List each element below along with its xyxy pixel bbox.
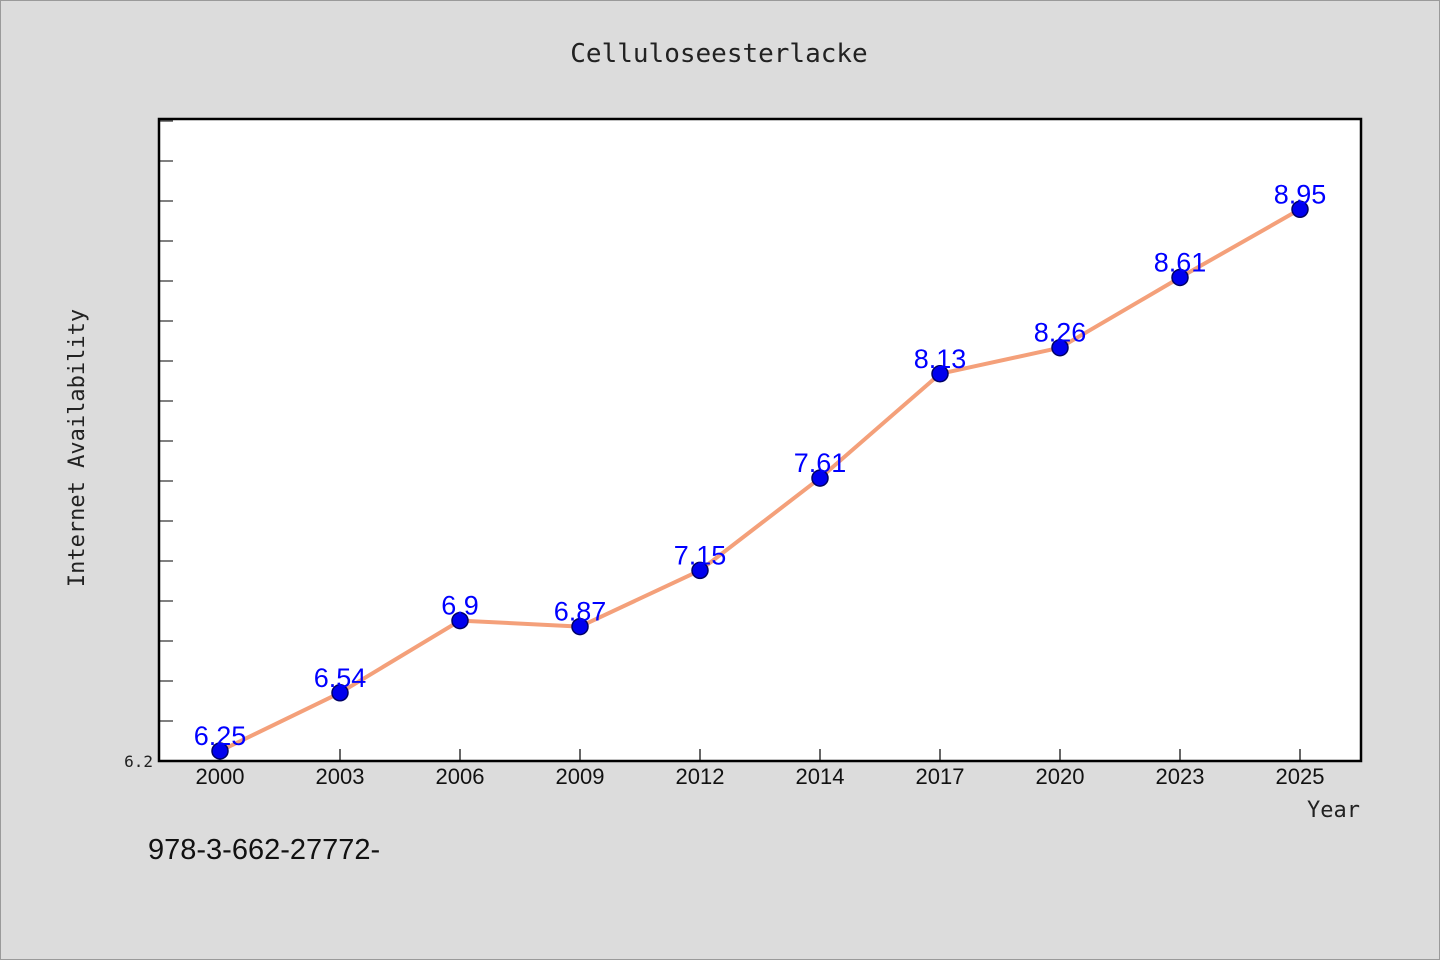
x-axis-label: Year: [1307, 798, 1360, 823]
y-axis-ticks: [159, 120, 173, 762]
data-label: 7.61: [794, 448, 847, 478]
data-point: [691, 561, 709, 580]
y-axis-label: Internet Availability: [65, 309, 90, 587]
series-line: [218, 207, 1302, 753]
plot-area: [157, 117, 1363, 763]
x-tick-label: 2020: [1036, 764, 1085, 789]
data-label: 8.13: [914, 344, 967, 374]
x-tick-label: 2012: [676, 764, 725, 789]
x-tick-label: 2000: [196, 764, 245, 789]
data-point: [931, 365, 949, 383]
data-point: [331, 684, 349, 702]
data-label: 6.54: [314, 663, 367, 693]
data-point: [811, 469, 829, 487]
x-tick-label: 2009: [556, 764, 605, 789]
footnote-text: 978-3-662-27772-: [148, 834, 381, 866]
x-tick-label: 2017: [916, 764, 965, 789]
x-tick-label: 2023: [1156, 764, 1205, 789]
data-label: 7.15: [674, 540, 727, 570]
chart-title: Celluloseesterlacke: [570, 39, 867, 69]
data-point: [1051, 338, 1069, 357]
x-tick-label: 2006: [436, 764, 485, 789]
data-label: 6.25: [194, 721, 247, 751]
data-label: 8.95: [1274, 179, 1327, 209]
data-labels: 6.25 6.54 6.9 6.87 7.15 7.61 8.13 8.26 8.61 8.95: [194, 179, 1327, 751]
y-tick-label: 6.2: [124, 752, 153, 771]
x-tick-label: 2025: [1276, 764, 1325, 789]
data-point: [1171, 268, 1189, 287]
data-point: [1291, 200, 1309, 219]
x-tick-label: 2003: [316, 764, 365, 789]
data-label: 8.26: [1034, 318, 1087, 348]
x-axis-tick-labels: 2000 2003 2006 2009 2012 2014 2017 2020 2023 2025: [196, 764, 1325, 789]
data-label: 6.87: [554, 597, 607, 627]
data-markers: [211, 200, 1309, 760]
data-point: [211, 742, 229, 760]
data-label: 8.61: [1154, 247, 1207, 277]
data-label: 6.9: [441, 591, 479, 621]
x-tick-label: 2014: [796, 764, 845, 789]
y-axis-tick-labels: 6.2: [124, 752, 153, 771]
data-point: [451, 611, 469, 630]
data-point: [571, 617, 589, 636]
